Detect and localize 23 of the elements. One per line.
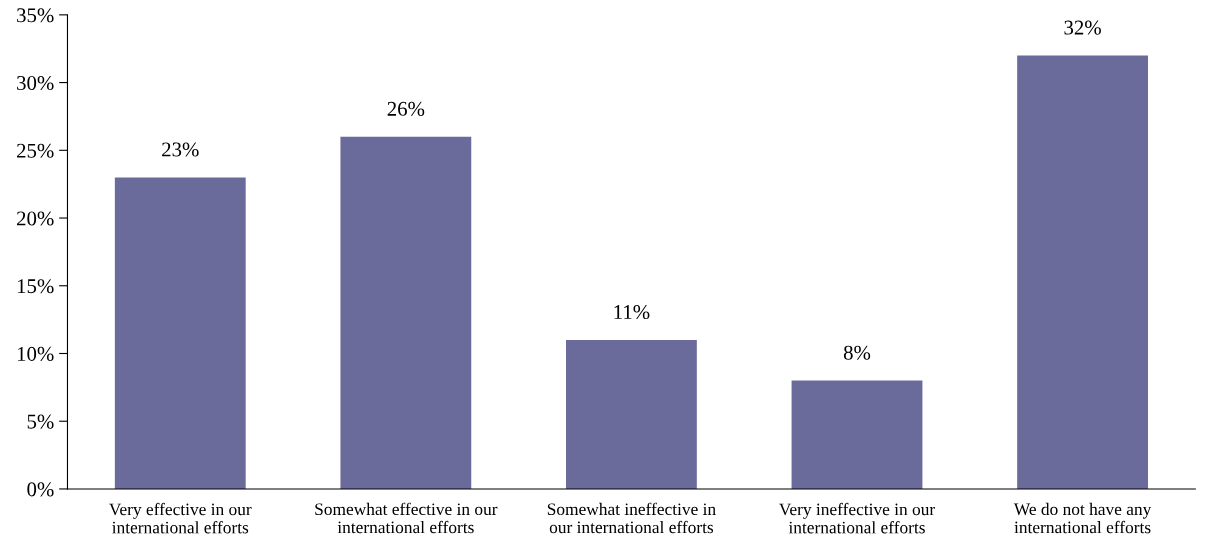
bar xyxy=(114,177,246,489)
bar xyxy=(566,339,697,489)
y-tick-label: 20% xyxy=(17,211,54,226)
y-tick-label: 35% xyxy=(17,8,54,23)
y-tick-label: 30% xyxy=(17,75,54,91)
x-tick-label: Somewhat ineffective in our international efforts xyxy=(547,502,716,534)
x-tick-label: Very effective in our international efforts xyxy=(109,502,252,534)
x-tick-label: Very ineffective in our international efforts xyxy=(779,502,936,534)
data-label: 8% xyxy=(843,345,871,360)
y-tick-label: 15% xyxy=(17,279,54,294)
data-label: 32% xyxy=(1064,20,1101,35)
y-tick-label: 0% xyxy=(27,482,54,497)
x-tick-label: Somewhat effective in our international efforts xyxy=(315,502,498,534)
y-tick-label: 25% xyxy=(17,143,54,158)
bar xyxy=(1017,55,1148,489)
y-tick-label: 10% xyxy=(17,346,54,361)
data-label: 23% xyxy=(162,142,199,157)
bar xyxy=(340,136,472,489)
data-label: 11% xyxy=(614,304,650,320)
data-label: 26% xyxy=(387,101,425,116)
bar xyxy=(791,380,923,489)
y-tick-label: 5% xyxy=(27,414,54,429)
x-tick-label: We do not have any international efforts xyxy=(1013,502,1152,534)
